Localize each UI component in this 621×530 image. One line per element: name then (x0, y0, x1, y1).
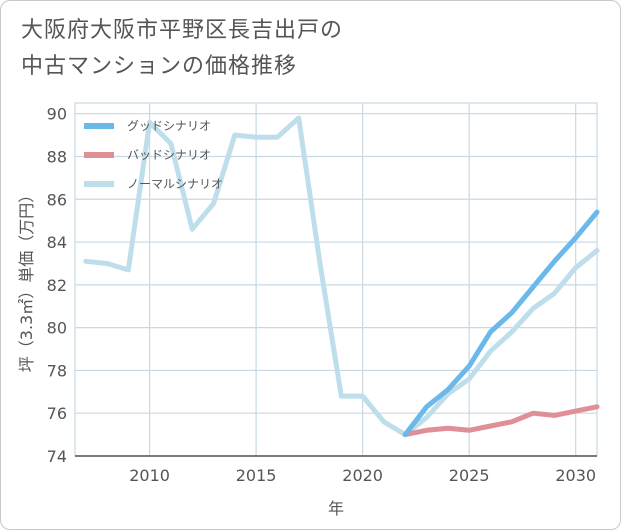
series-line-0 (402, 209, 600, 438)
y-tick-label: 80 (47, 319, 67, 338)
legend-label: ノーマルシナリオ (127, 177, 223, 191)
y-tick-label: 76 (47, 404, 67, 423)
y-tick-label: 88 (47, 147, 67, 166)
series-line-1 (402, 404, 600, 438)
series-layer (83, 115, 600, 438)
x-tick-label: 2025 (449, 466, 490, 485)
x-tick-label: 2010 (129, 466, 170, 485)
x-axis-label: 年 (328, 499, 344, 518)
y-tick-label: 82 (47, 276, 67, 295)
y-tick-label: 74 (47, 447, 67, 466)
x-tick-label: 2020 (342, 466, 383, 485)
x-tick-label: 2030 (555, 466, 596, 485)
y-tick-label: 84 (47, 233, 67, 252)
legend-label: グッドシナリオ (127, 119, 211, 133)
series-line-2 (83, 115, 600, 438)
x-tick-label: 2015 (236, 466, 277, 485)
y-axis-label: 坪（3.3㎡）単価（万円） (17, 187, 36, 372)
chart-title: 大阪府大阪市平野区長吉出戸の 中古マンションの価格推移 (21, 18, 344, 79)
legend-label: バッドシナリオ (127, 148, 211, 162)
tick-labels: 74 76 78 80 82 84 86 88 90 2010 2015 2020 2025 2030 (47, 105, 596, 485)
y-tick-label: 86 (47, 190, 67, 209)
y-tick-label: 78 (47, 361, 67, 380)
grid-lines (74, 102, 598, 457)
y-tick-label: 90 (47, 105, 67, 124)
